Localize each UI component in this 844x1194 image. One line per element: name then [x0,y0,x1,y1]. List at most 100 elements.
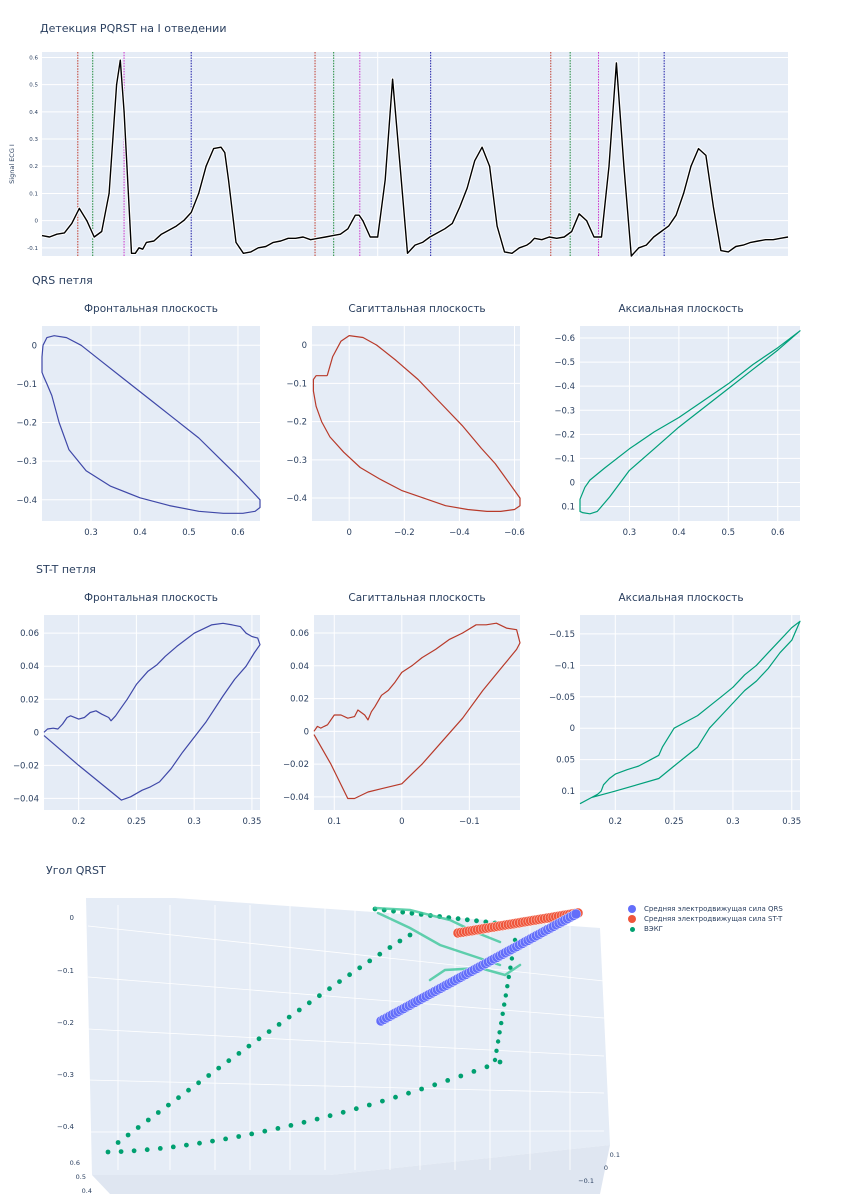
vecg-point [115,1140,121,1145]
vecg-point [176,1095,181,1101]
vecg-point [135,1125,141,1130]
y-tick-label: 0.3 [29,137,38,143]
legend-item-qrs[interactable]: Средняя электродвижущая сила QRS [628,904,783,914]
vecg-point [118,1149,124,1154]
loop-trace [313,622,521,800]
vecg-point [409,910,415,916]
x-tick-label: 0.2 [609,817,623,827]
x-tick-label: 0.4 [133,528,147,538]
vecg-point [400,909,406,915]
y-tick-label: −0.1 [578,1177,594,1185]
vecg-point [474,918,479,924]
y-tick-label: -0.1 [27,246,38,252]
vecg-point [166,1102,171,1108]
y-tick-label: −0.02 [283,760,309,770]
loop-trace [312,335,521,512]
qrst-legend: Средняя электродвижущая сила QRS Средняя… [628,904,783,934]
x-tick-label: 0.3 [726,817,740,827]
legend-item-stt[interactable]: Средняя электродвижущая сила ST-T [628,914,783,924]
stt-axial-title: Аксиальная плоскость [618,592,744,604]
y-tick-label: −0.04 [13,794,39,804]
stt-sagittal-title: Сагиттальная плоскость [348,592,486,604]
vecg-point [419,1086,424,1092]
vecg-point [256,1036,262,1042]
scene-gridline-horizontal [87,925,605,982]
y-tick-label: −0.4 [554,382,575,392]
vecg-point [509,956,515,961]
vecg-point [317,993,322,999]
vecg-point [508,965,513,970]
x-tick-label: −0.6 [504,528,525,538]
plot-area [314,615,520,810]
stt-frontal-chart: 0.2 0.25 0.3 0.35 0.06 0.04 0.02 0 −0.02 −0.04 [13,615,261,827]
plot-area [42,326,260,521]
y-tick-label: 0.1 [561,503,575,513]
vecg-point [223,1136,229,1142]
y-tick-label: −0.1 [554,454,575,464]
loop-trace [41,335,261,514]
vecg-point [216,1065,222,1071]
stt-frontal-title: Фронтальная плоскость [83,592,218,604]
vecg-point [288,1123,294,1128]
y-tick-label: 0.05 [556,756,575,766]
x-tick-label: 0.25 [127,817,146,827]
vecg-point [184,1142,189,1148]
vecg-point [327,1113,333,1119]
x-tick-label: 0.5 [182,528,196,538]
vecg-point [357,965,363,971]
vecg-point [131,1148,137,1154]
qrst-3d-chart[interactable]: 0−0.1−0.2−0.3−0.40.60.50.40.10−0.1 [0,880,620,1194]
vecg-point [266,1029,272,1034]
y-tick-label: 0 [35,219,39,225]
plot-area [580,615,800,810]
vecg-point [471,1069,477,1074]
y-tick-label: 0.1 [610,1151,620,1159]
legend-marker-qrs [628,905,636,913]
vecg-point [155,1110,161,1115]
scene-gridline-horizontal [87,1028,605,1057]
vecg-point [502,1002,507,1007]
qrs-loop-title: QRS петля [32,274,93,287]
vecg-point [367,958,373,964]
vecg-point [246,1043,252,1049]
vecg-point [337,979,342,984]
vecg-point [484,1064,490,1070]
vecg-point [347,972,352,978]
legend-label-qrs: Средняя электродвижущая сила QRS [644,905,783,913]
vecg-point [406,1090,411,1096]
y-tick-label: 0 [570,478,575,488]
x-tick-label: 0.3 [623,528,637,538]
vecg-point [286,1014,292,1020]
vecg-point [393,1094,398,1100]
qrs-axial-title: Аксиальная плоскость [618,303,744,315]
vecg-point [503,993,508,998]
x-tick-label: 0.6 [70,1159,80,1167]
vecg-point [275,1126,281,1131]
vecg-point [105,1149,111,1155]
x-tick-label: −0.1 [459,817,480,827]
qrst-angle-title: Угол QRST [46,864,106,877]
y-tick-label: −0.04 [283,793,309,803]
vecg-point [301,1119,307,1125]
x-tick-label: 0.3 [84,528,98,538]
x-tick-label: 0.6 [771,528,785,538]
plot-area [312,326,520,521]
vecg-point [157,1146,163,1151]
y-tick-label: 0.02 [20,695,39,705]
vecg-stt-strand [373,906,502,944]
x-tick-label: 0 [399,817,404,827]
vecg-point [353,1106,359,1112]
legend-marker-vecg [629,926,635,932]
qrs-frontal-title: Фронтальная плоскость [83,303,218,315]
legend-item-vecg[interactable]: ВЭКГ [628,924,783,934]
vecg-point [432,1082,438,1088]
scene-floor [92,1145,610,1194]
y-tick-label: −0.2 [286,418,307,428]
loop-trace [43,622,261,801]
y-tick-label: −0.2 [554,430,575,440]
y-tick-label: −0.4 [16,496,37,506]
vecg-point [494,1048,499,1053]
loop-trace [579,620,801,805]
y-tick-label: 0 [32,341,37,351]
y-tick-label: 0.06 [290,629,309,639]
